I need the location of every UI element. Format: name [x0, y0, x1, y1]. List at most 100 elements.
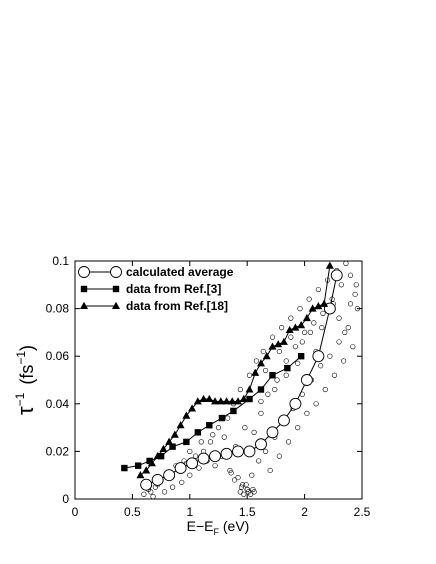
series-3-point-60	[315, 286, 321, 293]
series-3-point-72	[343, 260, 349, 266]
series-0-point-14	[300, 374, 313, 386]
series-2-point-8	[182, 411, 191, 419]
series-2-point-11	[199, 394, 208, 403]
series-3-point-61	[318, 363, 324, 369]
series-2-point-7	[176, 421, 185, 429]
series-0-point-6	[209, 450, 222, 463]
series-3-point-67	[331, 372, 338, 378]
y-tick-label-5: 0.1	[52, 254, 69, 268]
legend-marker-2-b	[112, 301, 120, 309]
series-3-point-91	[272, 386, 278, 393]
series-3-point-94	[288, 334, 294, 340]
series-0-point-7	[220, 447, 233, 460]
series-3-point-54	[302, 329, 308, 336]
series-1	[121, 353, 305, 472]
series-3-point-40	[269, 334, 276, 340]
series-1-point-10	[246, 395, 253, 403]
series-2-point-22	[262, 352, 271, 360]
series-3-point-17	[212, 463, 218, 469]
series-3-point-50	[292, 344, 299, 350]
series-3-point-88	[231, 477, 238, 483]
y-tick-label-2: 0.04	[46, 397, 70, 411]
series-3-point-101	[336, 315, 342, 321]
series-3-point-46	[283, 358, 289, 364]
series-3-point-27	[240, 482, 246, 488]
legend-label-2: data from Ref.[18]	[126, 299, 228, 313]
series-0-point-1	[151, 474, 164, 486]
series-3-point-28	[242, 425, 248, 431]
series-0-point-3	[174, 462, 187, 475]
series-2-point-31	[314, 302, 323, 310]
series-3-point-86	[250, 486, 256, 493]
series-2-point-28	[297, 321, 306, 329]
series-2-point-30	[308, 304, 317, 312]
series-1-point-11	[257, 386, 265, 393]
y-axis-label-tau: τ	[13, 406, 38, 415]
legend-marker-0-b	[110, 266, 122, 278]
x-tick-label-5: 2.5	[354, 505, 371, 519]
series-2-point-3	[153, 451, 162, 460]
series-3-point-77	[354, 306, 361, 312]
series-2-point-14	[216, 397, 225, 405]
series-3-point-48	[288, 315, 294, 321]
y-tick-label-3: 0.06	[46, 349, 70, 363]
series-3-point-39	[267, 467, 273, 474]
series-3-point-9	[179, 479, 185, 485]
series-3-point-47	[285, 439, 292, 445]
series-3-point-78	[237, 489, 243, 495]
x-axis-label-unit: (eV)	[219, 518, 249, 534]
series-2-point-0	[136, 471, 145, 479]
series-3-point-96	[299, 339, 305, 345]
legend-marker-2-a	[80, 301, 88, 309]
series-3-point-84	[243, 482, 249, 488]
series-1-point-14	[297, 353, 305, 360]
x-tick-label-3: 1.5	[239, 505, 256, 519]
series-0-point-10	[255, 438, 267, 451]
series-0-point-4	[186, 457, 199, 470]
series-3-point-75	[350, 344, 356, 350]
series-3-point-65	[327, 353, 333, 359]
series-0-point-8	[232, 445, 244, 458]
series-3-point-26	[237, 386, 243, 393]
series-0-point-15	[312, 350, 325, 363]
series-3-point-90	[262, 367, 269, 374]
series-3-point-37	[262, 448, 269, 455]
series-3-point-52	[297, 306, 303, 312]
x-tick-label-1: 0.5	[124, 505, 141, 519]
legend-marker-1-a	[80, 285, 88, 293]
x-axis-label-main: E−E	[187, 518, 214, 534]
series-3-point-104	[353, 282, 359, 288]
series-0-point-12	[277, 414, 290, 427]
x-tick-label-2: 1	[186, 505, 193, 519]
series-3-point-43	[276, 453, 282, 459]
series-3-point-82	[251, 489, 257, 495]
y-tick-label-4: 0.08	[46, 302, 70, 316]
x-axis-label: E−EF (eV)	[187, 518, 250, 537]
series-2-point-16	[228, 397, 237, 405]
series-1-point-4	[169, 443, 176, 450]
series-3-point-5	[161, 489, 168, 495]
series-3-point-42	[274, 377, 280, 383]
legend-entry-0: calculated average	[78, 265, 234, 279]
series-2-point-25	[279, 337, 288, 345]
series-0	[140, 269, 343, 491]
series-3-point-32	[251, 429, 257, 435]
y-axis-label-unit: (fs	[17, 365, 37, 385]
x-axis-label-subscript: F	[214, 527, 220, 537]
series-3-point-34	[256, 458, 262, 464]
series-2-point-23	[268, 342, 277, 350]
series-3-point-102	[342, 329, 348, 336]
y-axis-label-unit-sup: −1	[14, 351, 28, 365]
series-3-point-56	[306, 296, 312, 302]
series-3-point-25	[235, 474, 241, 481]
series-3-point-31	[249, 472, 255, 478]
series-1-point-1	[134, 462, 142, 469]
legend-marker-0-a	[78, 266, 90, 278]
series-3-point-92	[276, 348, 282, 355]
series-3-point-106	[198, 439, 204, 445]
series-3-point-97	[307, 329, 313, 336]
series-2-point-27	[291, 323, 300, 331]
series-3-point-107	[187, 448, 193, 455]
y-axis-label-tau-sup: −1	[13, 392, 27, 406]
